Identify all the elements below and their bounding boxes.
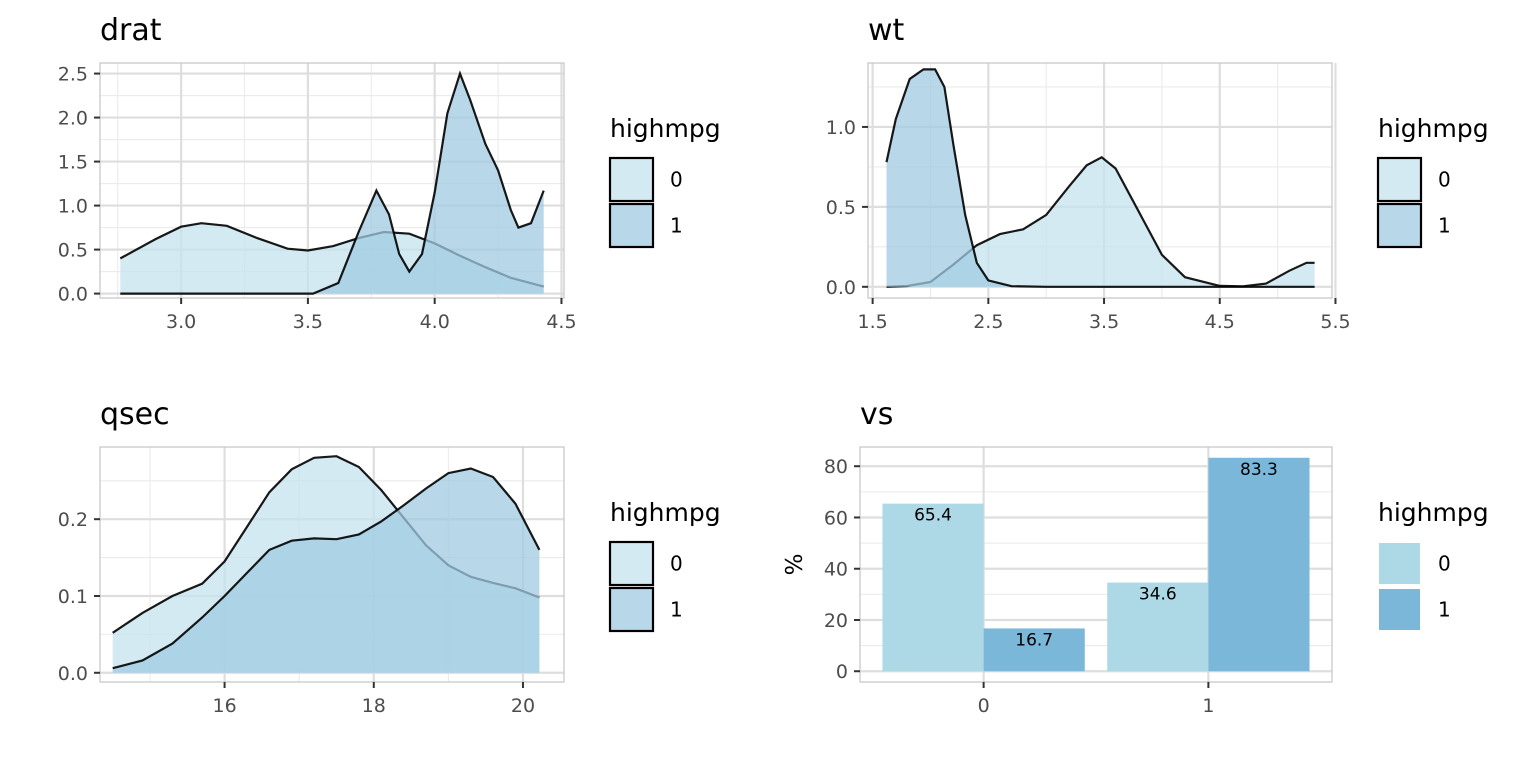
legend-key-0 bbox=[608, 156, 655, 203]
legend-label: 1 bbox=[670, 214, 683, 238]
legend-title: highmpg bbox=[610, 114, 721, 143]
bar-label: 34.6 bbox=[1139, 585, 1177, 605]
panel-title: vs bbox=[860, 397, 893, 432]
density-area-1 bbox=[886, 69, 1315, 287]
bar-label: 65.4 bbox=[914, 506, 952, 526]
density-area-1 bbox=[112, 468, 540, 673]
x-tick-label: 5.5 bbox=[1320, 311, 1350, 333]
legend: highmpg 0 1 bbox=[1376, 114, 1489, 249]
y-tick-label: 1.0 bbox=[58, 196, 88, 218]
legend-label: 0 bbox=[1438, 168, 1451, 192]
y-tick-label: 0.5 bbox=[826, 197, 856, 219]
legend-key-0 bbox=[1379, 543, 1420, 584]
y-tick-label: 1.5 bbox=[58, 152, 88, 174]
y-tick-label: 40 bbox=[824, 559, 848, 581]
legend-key-1 bbox=[608, 586, 655, 633]
density-area-1 bbox=[120, 73, 544, 294]
legend-key-0 bbox=[1376, 156, 1423, 203]
y-tick-label: 20 bbox=[824, 610, 848, 632]
panel-2: 1.5 2.5 3.5 4.5 5.5 0.0 0.5 1.0 wt highmpg 0 1 bbox=[826, 13, 1489, 333]
bar-label: 83.3 bbox=[1240, 460, 1278, 480]
density-line-1 bbox=[885, 68, 1315, 288]
density-line-1 bbox=[112, 467, 541, 670]
panel-title: qsec bbox=[100, 397, 170, 432]
legend: highmpg 0 1 bbox=[608, 498, 721, 633]
legend-title: highmpg bbox=[1378, 114, 1489, 143]
bar-0-1 bbox=[983, 628, 1085, 672]
y-tick-label: 0 bbox=[836, 661, 848, 683]
density-line-1 bbox=[120, 70, 545, 295]
data-layer bbox=[119, 70, 545, 295]
y-tick-label: 60 bbox=[824, 507, 848, 529]
x-tick-label: 1 bbox=[1202, 695, 1214, 717]
x-tick-label: 1.5 bbox=[858, 311, 888, 333]
panel-1: 3.0 3.5 4.0 4.5 0.0 0.5 1.0 1.5 2.0 2.5 drat highmp… bbox=[58, 13, 721, 333]
x-tick-label: 4.5 bbox=[546, 311, 576, 333]
y-tick-label: 0.0 bbox=[58, 284, 88, 306]
legend: highmpg 0 1 bbox=[608, 114, 721, 249]
bar-1-1 bbox=[1208, 457, 1310, 672]
y-tick-label: 2.5 bbox=[58, 64, 88, 86]
legend-label: 0 bbox=[670, 168, 683, 192]
legend-key-1 bbox=[1379, 589, 1420, 630]
x-tick-label: 18 bbox=[362, 695, 386, 717]
legend: highmpg 0 1 bbox=[1378, 498, 1489, 630]
panel-border bbox=[867, 62, 1333, 299]
panel-border bbox=[99, 446, 565, 683]
data-layer bbox=[112, 455, 541, 673]
y-tick-label: 0.5 bbox=[58, 240, 88, 262]
legend-label: 1 bbox=[1438, 598, 1451, 622]
legend-label: 1 bbox=[1438, 214, 1451, 238]
x-tick-label: 20 bbox=[511, 695, 535, 717]
legend-title: highmpg bbox=[610, 498, 721, 527]
data-layer: 65.4 16.7 34.6 83.3 bbox=[882, 457, 1310, 672]
axes: 16 18 20 0.0 0.1 0.2 bbox=[58, 509, 535, 717]
x-tick-label: 2.5 bbox=[973, 311, 1003, 333]
x-tick-label: 3.5 bbox=[1089, 311, 1119, 333]
legend-label: 0 bbox=[1438, 552, 1451, 576]
legend-label: 1 bbox=[670, 598, 683, 622]
y-tick-label: 1.0 bbox=[826, 117, 856, 139]
legend-key-1 bbox=[1376, 202, 1423, 249]
panel-title: wt bbox=[868, 13, 905, 48]
panel-3: 16 18 20 0.0 0.1 0.2 qsec highmpg 0 1 bbox=[58, 397, 721, 717]
panel-border bbox=[859, 446, 1333, 683]
legend-key-1 bbox=[608, 202, 655, 249]
bar-0-0 bbox=[882, 503, 984, 672]
y-tick-label: 80 bbox=[824, 456, 848, 478]
axes: 3.0 3.5 4.0 4.5 0.0 0.5 1.0 1.5 2.0 2.5 bbox=[58, 64, 577, 333]
y-tick-label: 0.1 bbox=[58, 586, 88, 608]
legend-key-0 bbox=[608, 540, 655, 587]
y-axis-title: % bbox=[782, 554, 808, 576]
x-tick-label: 0 bbox=[978, 695, 990, 717]
y-tick-label: 0.0 bbox=[58, 663, 88, 685]
x-tick-label: 4.5 bbox=[1205, 311, 1235, 333]
y-tick-label: 2.0 bbox=[58, 108, 88, 130]
panel-title: drat bbox=[100, 13, 162, 48]
legend-label: 0 bbox=[670, 552, 683, 576]
x-tick-label: 3.0 bbox=[166, 311, 196, 333]
panel-border bbox=[99, 62, 565, 299]
y-tick-label: 0.0 bbox=[826, 277, 856, 299]
y-tick-label: 0.2 bbox=[58, 509, 88, 531]
data-layer bbox=[885, 68, 1315, 288]
x-tick-label: 4.0 bbox=[420, 311, 450, 333]
bar-1-0 bbox=[1107, 582, 1209, 672]
bar-label: 16.7 bbox=[1015, 630, 1053, 650]
x-tick-label: 3.5 bbox=[293, 311, 323, 333]
legend-title: highmpg bbox=[1378, 498, 1489, 527]
axes: 1.5 2.5 3.5 4.5 5.5 0.0 0.5 1.0 bbox=[826, 117, 1351, 333]
x-tick-label: 16 bbox=[212, 695, 236, 717]
density-area-0 bbox=[886, 157, 1315, 287]
